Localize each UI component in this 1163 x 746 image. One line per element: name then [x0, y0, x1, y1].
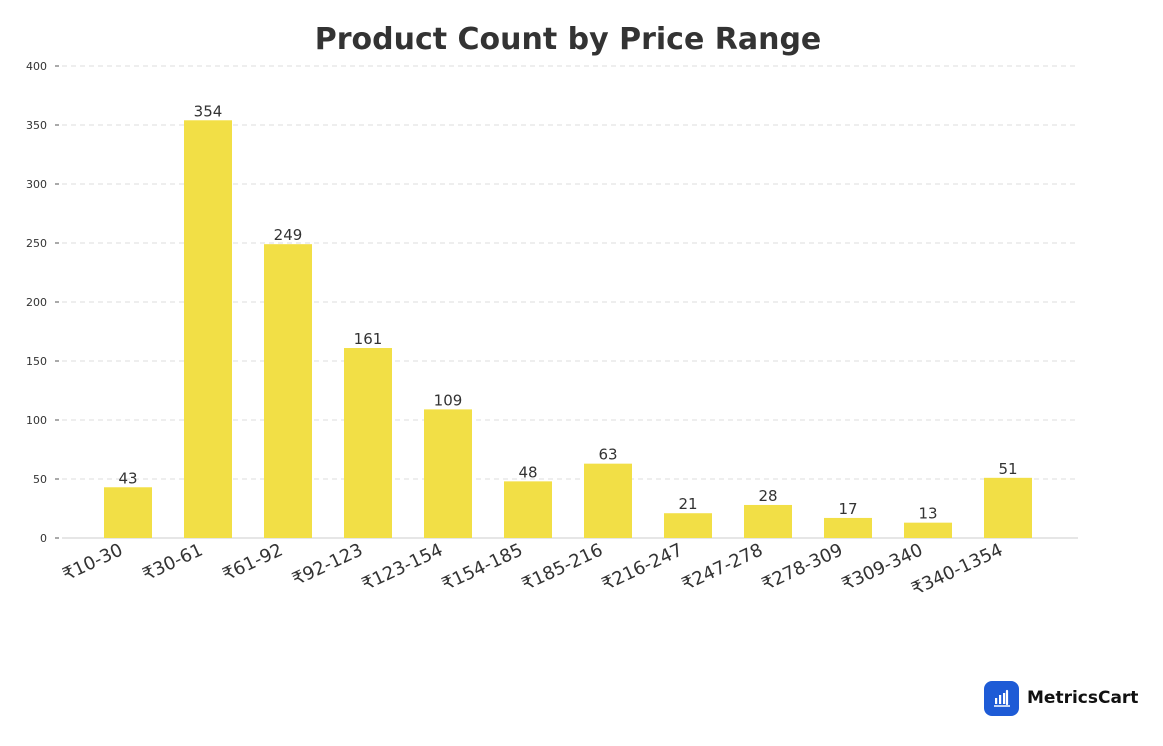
data-label: 109	[434, 391, 463, 409]
chart-title: Product Count by Price Range	[315, 22, 822, 57]
data-labels: 43 354 249 161 109 48 63 21 28 17 13 51	[118, 102, 1017, 522]
bar	[984, 477, 1032, 538]
y-tick-label: 300	[26, 178, 47, 191]
y-tick-label: 50	[33, 473, 47, 486]
x-tick-label: ₹247-278	[679, 539, 766, 595]
bar	[344, 348, 392, 538]
x-axis: ₹10-30 ₹30-61 ₹61-92 ₹92-123₹123-154₹154-18…	[59, 539, 1006, 600]
bar	[824, 517, 872, 538]
x-tick-label: ₹10-30	[59, 539, 126, 585]
data-label: 21	[678, 495, 697, 513]
bar	[744, 504, 792, 538]
data-label: 48	[518, 463, 537, 481]
data-label: 17	[838, 500, 857, 518]
data-label: 28	[758, 487, 777, 505]
data-label: 51	[998, 460, 1017, 478]
y-tick-label: 200	[26, 296, 47, 309]
bar	[664, 513, 712, 538]
data-label: 63	[598, 446, 617, 464]
data-label: 354	[194, 102, 223, 120]
x-tick-label: ₹30-61	[139, 539, 206, 585]
bar	[104, 487, 152, 538]
x-tick-label: ₹216-247	[599, 539, 686, 595]
bar	[504, 481, 552, 538]
y-tick-label: 100	[26, 414, 47, 427]
y-tick-label: 350	[26, 119, 47, 132]
x-tick-label: ₹123-154	[359, 539, 446, 595]
x-tick-label: ₹185-216	[519, 539, 606, 595]
y-tick-label: 400	[26, 60, 47, 73]
x-tick-label: ₹61-92	[219, 539, 286, 585]
brand-name: MetricsCart	[1027, 688, 1139, 708]
data-label: 249	[274, 226, 303, 244]
bar-chart-icon	[984, 680, 1019, 716]
data-label: 43	[118, 469, 137, 487]
gridlines	[62, 65, 1078, 480]
x-tick-label: ₹278-309	[759, 539, 846, 595]
bar	[904, 522, 952, 538]
x-tick-label: ₹340-1354	[908, 539, 1006, 600]
data-label: 161	[354, 330, 383, 348]
y-tick-label: 150	[26, 355, 47, 368]
bar	[584, 463, 632, 538]
brand-logo: MetricsCart	[984, 680, 1138, 716]
x-tick-label: ₹154-185	[439, 539, 526, 595]
y-tick-label: 0	[40, 532, 47, 545]
bar	[424, 409, 472, 538]
bar	[184, 120, 232, 538]
bar	[264, 244, 312, 538]
data-label: 13	[918, 505, 937, 523]
bars	[104, 120, 1032, 538]
x-tick-label: ₹92-123	[289, 539, 366, 590]
y-tick-label: 250	[26, 237, 47, 250]
